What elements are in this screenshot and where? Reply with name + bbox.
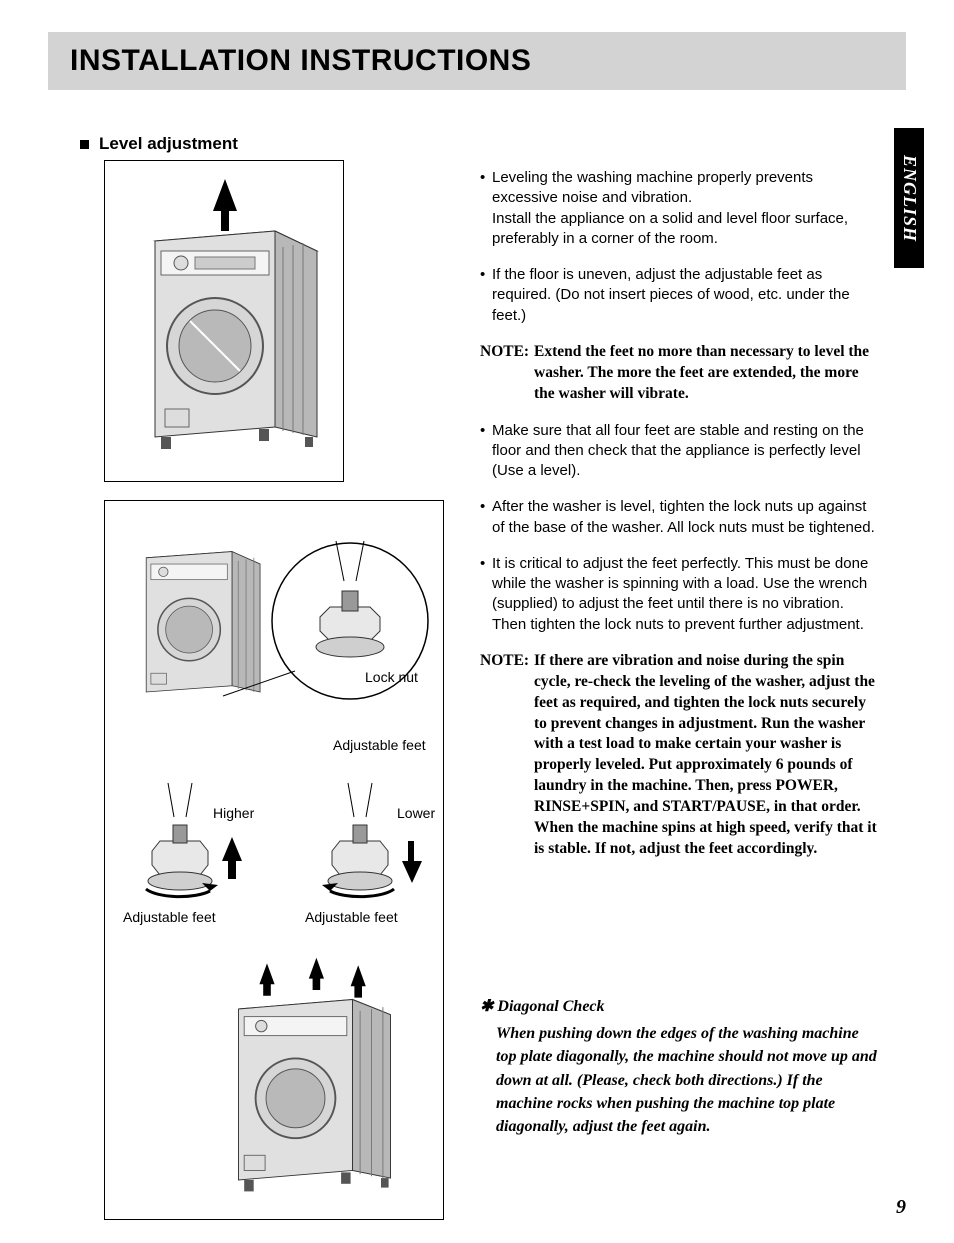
section-heading: Level adjustment: [80, 134, 238, 154]
bullet-text: Leveling the washing machine properly pr…: [492, 169, 848, 247]
language-tab-label: ENGLISH: [899, 154, 920, 241]
diagonal-check-body: When pushing down the edges of the washi…: [480, 1022, 880, 1138]
label-lock-nut: Lock nut: [365, 669, 418, 685]
label-adjustable-feet-right: Adjustable feet: [305, 909, 398, 925]
bullet-text: It is critical to adjust the feet perfec…: [492, 555, 868, 633]
diagonal-check-title: ✱ Diagonal Check: [480, 995, 880, 1018]
bullet-item: After the washer is level, tighten the l…: [480, 497, 880, 538]
bullet-text: After the washer is level, tighten the l…: [492, 498, 875, 535]
section-heading-label: Level adjustment: [99, 134, 238, 154]
bullet-text: Make sure that all four feet are stable …: [492, 422, 864, 480]
diagonal-check-label: Diagonal Check: [497, 998, 604, 1015]
note-text: Extend the feet no more than necessary t…: [480, 342, 880, 405]
washer-feet-diagram: [105, 501, 445, 1221]
note-block: NOTE: If there are vibration and noise d…: [480, 651, 880, 860]
page-number: 9: [896, 1196, 906, 1219]
figure-adjustable-feet: Lock nut Adjustable feet Higher Lower Ad…: [104, 500, 444, 1220]
diagonal-check-block: ✱ Diagonal Check When pushing down the e…: [480, 995, 880, 1138]
square-bullet-icon: [80, 140, 89, 149]
washer-press-diagram: [105, 161, 345, 483]
language-tab: ENGLISH: [894, 128, 924, 268]
note-text: If there are vibration and noise during …: [480, 651, 880, 860]
bullet-item: It is critical to adjust the feet perfec…: [480, 554, 880, 635]
note-label: NOTE:: [480, 651, 529, 672]
figure-level-press: [104, 160, 344, 482]
instructions-column: Leveling the washing machine properly pr…: [480, 168, 880, 876]
bullet-item: Leveling the washing machine properly pr…: [480, 168, 880, 249]
title-bar: INSTALLATION INSTRUCTIONS: [48, 32, 906, 90]
label-higher: Higher: [213, 805, 254, 821]
bullet-text: If the floor is uneven, adjust the adjus…: [492, 266, 850, 324]
bullet-item: Make sure that all four feet are stable …: [480, 421, 880, 482]
note-block: NOTE: Extend the feet no more than neces…: [480, 342, 880, 405]
label-lower: Lower: [397, 805, 435, 821]
bullet-item: If the floor is uneven, adjust the adjus…: [480, 265, 880, 326]
star-icon: ✱: [480, 998, 493, 1015]
label-adjustable-feet-left: Adjustable feet: [123, 909, 216, 925]
label-adjustable-feet: Adjustable feet: [333, 737, 426, 753]
note-label: NOTE:: [480, 342, 529, 363]
page-title: INSTALLATION INSTRUCTIONS: [70, 44, 531, 78]
